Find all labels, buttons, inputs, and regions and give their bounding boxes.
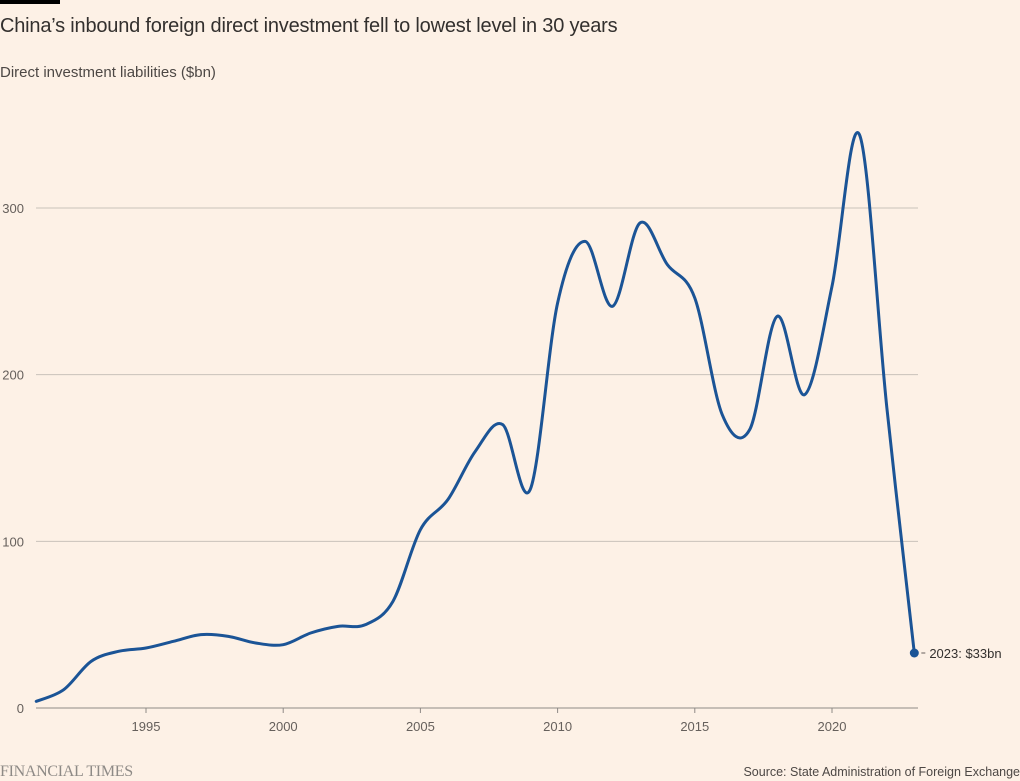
annotation-label: 2023: $33bn [929,646,1001,661]
y-tick-label: 100 [2,534,24,549]
endpoint-marker [909,648,919,658]
x-axis: 1995 2000 2005 2010 2015 2020 [36,707,918,734]
chart-title: China’s inbound foreign direct investmen… [0,15,618,37]
x-tick-label: 2000 [269,719,298,734]
x-tick-label: 2020 [818,719,847,734]
x-tick-label: 2015 [680,719,709,734]
ft-top-bar [0,0,60,4]
chart-subtitle: Direct investment liabilities ($bn) [0,64,216,81]
source-note: Source: State Administration of Foreign … [743,765,1020,779]
y-tick-label: 0 [17,701,24,716]
y-tick-label: 200 [2,368,24,383]
x-tick-label: 2005 [406,719,435,734]
series-line [34,131,916,703]
y-tick-label: 300 [2,201,24,216]
annotation-group: 2023: $33bn [909,646,1002,661]
x-tick-label: 2010 [543,719,572,734]
series-group [34,131,916,703]
y-axis-ticks: 0 100 200 300 [2,201,24,716]
ft-logo: FINANCIAL TIMES [0,763,133,780]
x-tick-label: 1995 [132,719,161,734]
gridlines [36,207,918,542]
